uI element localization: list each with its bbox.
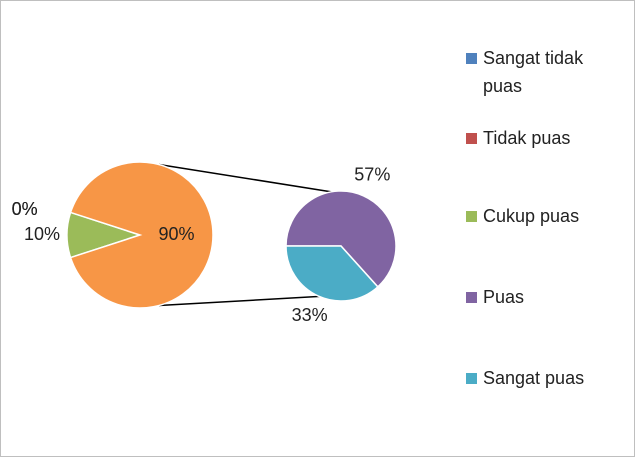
data-label: 33% [292,305,328,325]
legend-item: Cukup puas [466,202,616,230]
legend-label: Puas [483,287,525,307]
legend-label: Sangat puas [483,368,585,388]
data-label: 0% [12,199,38,219]
legend-swatch [466,53,477,64]
pie-slice [285,190,397,288]
data-label: 10% [24,224,60,244]
data-label: 0% [12,199,38,219]
connector-line [158,163,332,193]
legend-item: Puas [466,283,616,311]
legend-label: Cukup puas [483,206,580,226]
legend-label: Sangat tidak puas [483,48,584,96]
data-label: 90% [158,224,194,244]
pie-slice [69,161,214,309]
legend-swatch [466,292,477,303]
data-label: 57% [354,164,390,184]
legend-item: Tidak puas [466,124,616,152]
legend-swatch [466,133,477,144]
legend-item: Sangat tidak puas [466,44,616,100]
legend-swatch [466,211,477,222]
legend-label: Tidak puas [483,128,571,148]
legend-swatch [466,373,477,384]
pie-slice [285,245,379,302]
legend-item: Sangat puas [466,364,616,392]
